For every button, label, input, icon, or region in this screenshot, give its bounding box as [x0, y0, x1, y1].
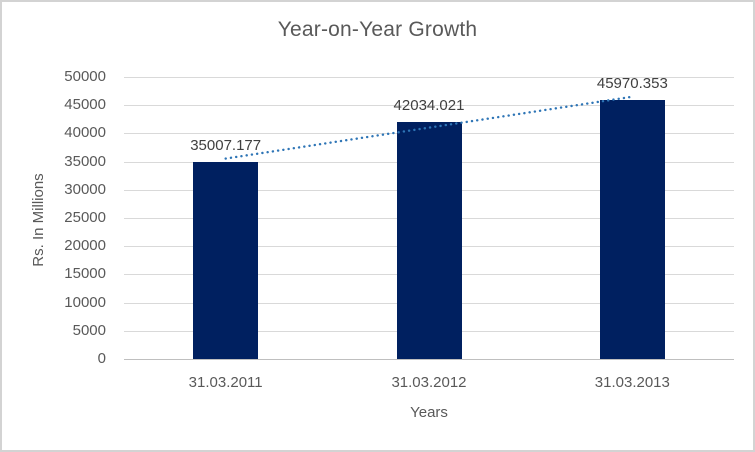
y-tick-label: 30000 — [64, 181, 106, 198]
data-label: 45970.353 — [596, 74, 668, 92]
bar-31.03.2013 — [599, 99, 665, 359]
chart-title: Year-on-Year Growth — [277, 18, 478, 41]
y-tick-label: 40000 — [64, 124, 106, 141]
x-axis-line — [124, 359, 734, 360]
y-tick-label: 15000 — [64, 265, 106, 282]
x-category-label: 31.03.2013 — [594, 374, 670, 391]
data-label: 35007.177 — [190, 136, 262, 154]
y-tick-label: 35000 — [64, 153, 106, 170]
y-tick-label: 45000 — [64, 96, 106, 113]
gridline — [124, 77, 734, 78]
bar-31.03.2011 — [193, 161, 259, 359]
y-tick-label: 20000 — [64, 237, 106, 254]
data-label: 42034.021 — [393, 96, 465, 114]
x-axis-title: Years — [410, 404, 448, 421]
y-tick-label: 50000 — [64, 68, 106, 85]
x-category-label: 31.03.2012 — [391, 374, 467, 391]
bar-31.03.2012 — [396, 121, 462, 359]
y-tick-label: 25000 — [64, 209, 106, 226]
x-category-label: 31.03.2011 — [188, 374, 263, 391]
y-tick-label: 0 — [97, 350, 106, 367]
y-tick-label: 5000 — [72, 322, 106, 339]
y-tick-label: 10000 — [64, 294, 106, 311]
